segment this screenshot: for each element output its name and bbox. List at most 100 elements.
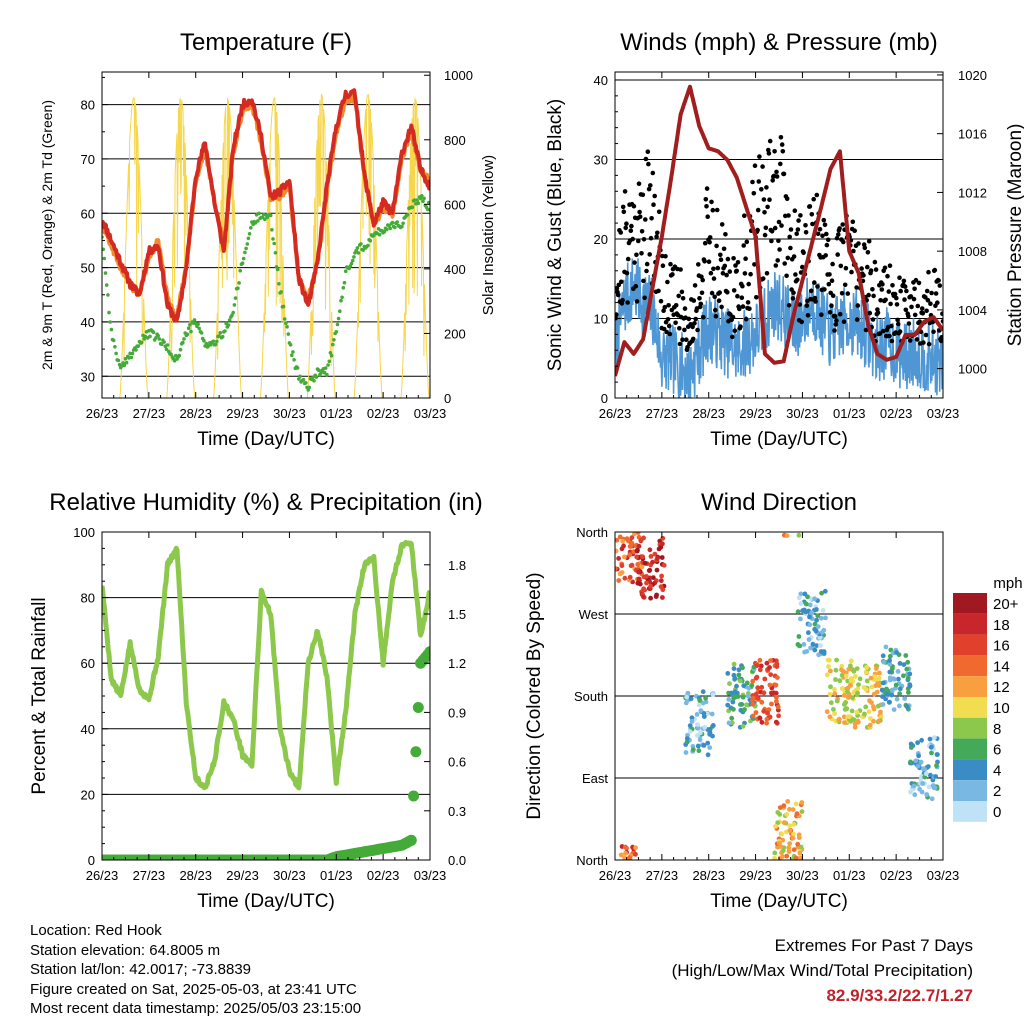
dewpoint-point <box>342 280 347 285</box>
gust-point <box>883 333 889 339</box>
gust-point <box>640 192 646 198</box>
direction-point <box>685 690 691 696</box>
direction-point <box>827 657 832 663</box>
direction-point <box>887 675 893 681</box>
gust-point <box>906 321 912 326</box>
gust-point <box>915 303 921 309</box>
direction-point <box>638 537 644 543</box>
dewpoint-point <box>107 310 111 315</box>
gust-point <box>666 323 672 329</box>
direction-point <box>839 672 845 678</box>
gust-point <box>742 271 748 276</box>
gust-point <box>636 238 641 244</box>
humidity-line <box>102 539 430 791</box>
x-axis-label: Time (Day/UTC) <box>197 429 335 450</box>
gust-point <box>926 269 931 275</box>
x-tick-label: 29/23 <box>739 406 772 421</box>
left-tick-label: 30 <box>594 152 608 167</box>
gust-point <box>830 293 836 299</box>
direction-point <box>893 682 899 688</box>
direction-point <box>639 564 645 570</box>
direction-point <box>799 809 805 814</box>
right-tick-label: 1000 <box>444 68 473 83</box>
direction-point <box>807 602 813 608</box>
gust-point <box>712 294 717 300</box>
gust-point <box>937 283 943 288</box>
direction-point <box>854 709 860 715</box>
direction-point <box>818 643 823 648</box>
gust-point <box>763 225 769 231</box>
dewpoint-point <box>247 232 252 236</box>
dewpoint-point <box>275 267 280 272</box>
direction-point <box>927 736 933 742</box>
gust-point <box>701 314 706 320</box>
left-tick-label: 60 <box>81 206 95 221</box>
dewpoint-point <box>325 372 329 377</box>
direction-point <box>696 748 702 754</box>
direction-point <box>841 669 846 674</box>
gust-point <box>866 292 871 298</box>
colorbar-label: 10 <box>993 700 1010 717</box>
direction-point <box>923 771 929 777</box>
dewpoint-point <box>181 340 185 345</box>
dewpoint-point <box>390 220 395 225</box>
left-tick-label: 20 <box>594 232 608 247</box>
direction-point <box>929 796 935 802</box>
x-tick-label: 01/23 <box>833 868 866 883</box>
precip-point <box>410 746 422 758</box>
gust-point <box>665 279 670 285</box>
dewpoint-point <box>202 338 206 343</box>
direction-point <box>618 852 624 858</box>
gust-point <box>637 209 642 215</box>
colorbar-swatch <box>953 593 987 614</box>
gust-point <box>799 319 804 325</box>
gust-point <box>902 284 908 289</box>
direction-point <box>892 676 897 682</box>
direction-point <box>791 822 797 827</box>
direction-point <box>761 690 767 696</box>
gust-point <box>650 170 656 176</box>
direction-point <box>820 607 826 613</box>
direction-point <box>767 665 772 670</box>
right-tick-label: 400 <box>444 262 466 277</box>
direction-point <box>847 714 852 720</box>
direction-point <box>775 820 781 826</box>
dewpoint-point <box>415 198 419 202</box>
direction-point <box>660 535 666 541</box>
direction-point <box>883 644 889 650</box>
gust-point <box>686 316 692 322</box>
gust-point <box>865 250 871 255</box>
gust-point <box>743 316 749 322</box>
direction-point <box>635 562 641 567</box>
direction-point <box>884 686 889 692</box>
gust-point <box>679 289 685 295</box>
gust-point <box>861 273 866 278</box>
dewpoint-point <box>182 337 186 341</box>
direction-point <box>772 855 777 860</box>
direction-point <box>816 652 822 658</box>
precip-point <box>405 834 417 846</box>
gust-point <box>754 295 759 300</box>
extremes-box: Extremes For Past 7 Days (High/Low/Max W… <box>672 933 973 1008</box>
direction-point <box>862 711 867 717</box>
direction-point <box>648 595 653 601</box>
gust-point <box>873 267 879 272</box>
direction-point <box>629 562 635 568</box>
gust-point <box>720 271 726 276</box>
dewpoint-point <box>338 309 342 314</box>
gust-point <box>666 303 671 308</box>
dewpoint-point <box>255 219 260 223</box>
gust-point <box>756 179 762 184</box>
direction-point <box>891 707 897 712</box>
gust-point <box>714 207 720 213</box>
right-tick-label: 600 <box>444 197 466 212</box>
direction-point <box>697 697 703 703</box>
gust-point <box>877 331 883 336</box>
direction-point <box>766 707 772 712</box>
x-tick-label: 01/23 <box>833 406 866 421</box>
gust-point <box>791 290 796 296</box>
gust-point <box>779 223 784 228</box>
direction-point <box>901 673 906 679</box>
direction-point <box>917 786 922 792</box>
gust-point <box>940 319 943 324</box>
